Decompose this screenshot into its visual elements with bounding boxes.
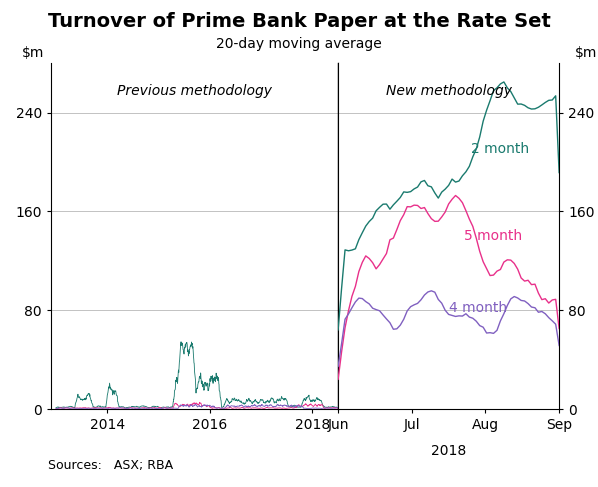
Text: Sources:   ASX; RBA: Sources: ASX; RBA bbox=[48, 459, 173, 472]
Text: New methodology: New methodology bbox=[386, 84, 512, 98]
Text: 20-day moving average: 20-day moving average bbox=[216, 37, 382, 51]
Text: 5 month: 5 month bbox=[464, 229, 522, 243]
Text: $m: $m bbox=[22, 46, 44, 60]
Text: Previous methodology: Previous methodology bbox=[117, 84, 272, 98]
Text: 2018: 2018 bbox=[431, 444, 466, 458]
Text: Turnover of Prime Bank Paper at the Rate Set: Turnover of Prime Bank Paper at the Rate… bbox=[48, 12, 550, 31]
Text: $m: $m bbox=[575, 46, 597, 60]
Text: 4 month: 4 month bbox=[448, 301, 507, 315]
Text: 2 month: 2 month bbox=[471, 142, 529, 156]
